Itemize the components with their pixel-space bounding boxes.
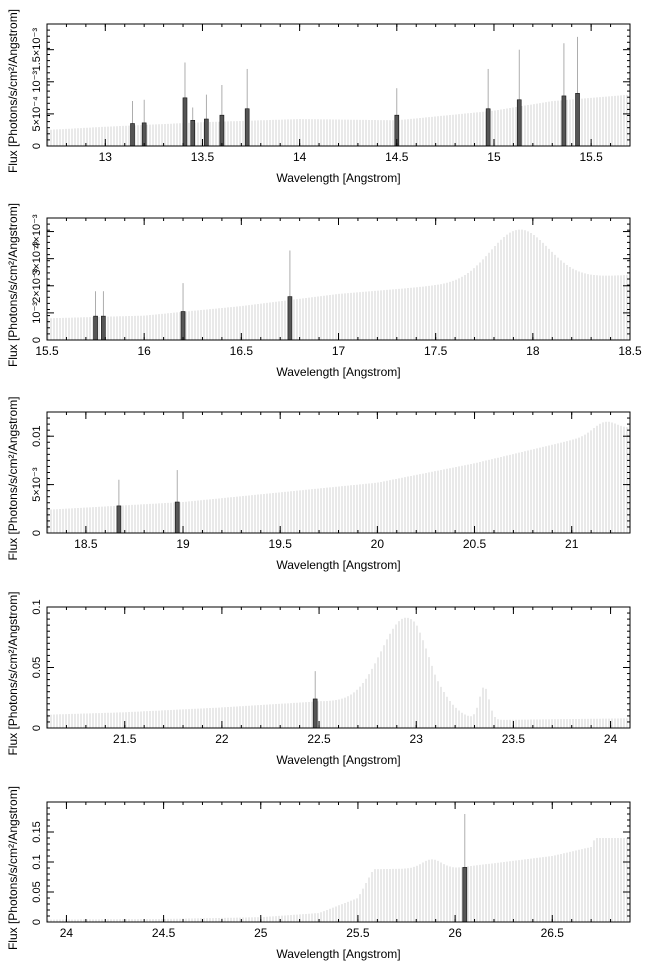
plot-frame [46, 606, 631, 729]
y-tick-label: 0.1 [31, 599, 43, 614]
x-tick-label: 25.5 [346, 926, 370, 940]
y-tick-label: 1.5×10⁻³ [31, 28, 43, 72]
x-axis-title: Wavelength [Angstrom] [276, 171, 400, 185]
x-tick-label: 25 [254, 926, 268, 940]
y-tick-label: 0.1 [31, 854, 43, 869]
x-tick-label: 14.5 [385, 150, 409, 164]
line-bar [561, 95, 567, 147]
x-tick-label: 16.5 [230, 344, 254, 358]
x-tick-label: 14 [293, 150, 307, 164]
x-axis-title: Wavelength [Angstrom] [276, 753, 400, 767]
x-tick-label: 24 [60, 926, 74, 940]
y-tick-label: 0 [31, 530, 43, 536]
y-tick-label: 0 [31, 143, 43, 149]
y-axis-title: Flux [Photons/s/cm²/Angstrom] [6, 591, 20, 755]
y-axis-title: Flux [Photons/s/cm²/Angstrom] [6, 396, 20, 560]
x-axis-title: Wavelength [Angstrom] [276, 365, 400, 379]
x-tick-label: 21.5 [113, 732, 137, 746]
y-tick-label: 5×10⁻⁴ [31, 96, 43, 132]
line-bar [462, 867, 468, 923]
panel-4: 21.5 22 22.5 23 23.5 24 0.05 0.1 0 Wavelength [An… [6, 591, 631, 767]
y-tick-label: 10⁻³ [31, 71, 43, 93]
y-tick-label: 0.05 [31, 881, 43, 902]
line-bar [204, 118, 209, 147]
x-tick-label: 17.5 [424, 344, 448, 358]
line-bar [244, 108, 250, 147]
x-tick-label: 15.5 [35, 344, 59, 358]
line-bar [141, 122, 147, 147]
x-tick-label: 20.5 [463, 537, 487, 551]
y-axis-title: Flux [Photons/s/cm²/Angstrom] [6, 9, 20, 173]
line-bar [575, 93, 580, 147]
y-tick-label: 4×10⁻³ [31, 214, 43, 249]
x-tick-label: 16 [137, 344, 151, 358]
line-bar [130, 123, 135, 147]
x-tick-label: 19 [176, 537, 190, 551]
y-tick-label: 5×10⁻³ [31, 467, 43, 502]
line-bar [182, 97, 188, 147]
x-tick-label: 17 [332, 344, 346, 358]
x-tick-label: 18 [526, 344, 540, 358]
x-tick-label: 22.5 [307, 732, 331, 746]
continuum-series [47, 94, 628, 146]
plot-frame [46, 217, 631, 341]
y-tick-label: 0 [31, 725, 43, 731]
x-tick-label: 15.5 [579, 150, 603, 164]
y-tick-label: 0 [31, 337, 43, 343]
line-bar [93, 315, 98, 341]
x-axis-title: Wavelength [Angstrom] [276, 947, 400, 961]
line-bar [485, 108, 491, 147]
x-tick-label: 15 [487, 150, 501, 164]
panel-3: 18.5 19 19.5 20 20.5 21 5×10⁻³ 0.01 0 Wavelength … [6, 396, 631, 572]
panel-1: 13 13.5 14 14.5 15 15.5 5×10⁻⁴ 10⁻³1.5×10⁻³ 0 Wav… [6, 9, 631, 185]
continuum-series [47, 617, 628, 728]
x-tick-label: 13 [99, 150, 113, 164]
continuum-series [47, 421, 628, 533]
line-bar [101, 315, 106, 341]
panel-5: 24 24.5 25 25.5 26 26.5 0.05 0.1 0.15 0 Wavelength… [6, 786, 631, 961]
continuum-series [47, 838, 628, 922]
line-bar [190, 120, 196, 147]
y-tick-label: 0.05 [31, 657, 43, 678]
line-bar [174, 501, 180, 534]
x-tick-label: 24 [604, 732, 618, 746]
x-tick-label: 13.5 [191, 150, 215, 164]
y-tick-label: 0.01 [31, 425, 43, 446]
line-bar [287, 296, 293, 341]
y-axis-title: Flux [Photons/s/cm²/Angstrom] [6, 786, 20, 950]
x-tick-label: 26.5 [541, 926, 565, 940]
panel-2: 15.5 16 16.5 17 17.5 18 18.5 10⁻³2×10⁻³3×10⁻³4×… [6, 203, 642, 379]
x-tick-label: 26 [448, 926, 462, 940]
y-tick-label: 0.15 [31, 821, 43, 842]
y-tick-label: 0 [31, 919, 43, 925]
plot-frame [46, 801, 631, 923]
x-axis-title: Wavelength [Angstrom] [276, 558, 400, 572]
continuum-series [47, 229, 628, 340]
line-bar [180, 311, 186, 341]
x-tick-label: 21 [565, 537, 579, 551]
y-axis-title: Flux [Photons/s/cm²/Angstrom] [6, 203, 20, 367]
x-tick-label: 19.5 [269, 537, 293, 551]
y-tick-label: 2×10⁻³ [31, 268, 43, 303]
y-tick-label: 10⁻³ [31, 302, 43, 324]
line-bar [219, 114, 225, 147]
plot-frame [46, 411, 631, 534]
x-tick-label: 20 [371, 537, 385, 551]
y-tick-label: 3×10⁻³ [31, 241, 43, 276]
x-tick-label: 18.5 [74, 537, 98, 551]
line-bar [516, 99, 522, 147]
x-tick-label: 22 [215, 732, 229, 746]
x-tick-label: 18.5 [618, 344, 642, 358]
x-tick-label: 24.5 [152, 926, 176, 940]
x-tick-label: 23 [410, 732, 424, 746]
x-tick-label: 23.5 [502, 732, 526, 746]
line-bar [116, 505, 122, 534]
line-bar [312, 698, 318, 729]
